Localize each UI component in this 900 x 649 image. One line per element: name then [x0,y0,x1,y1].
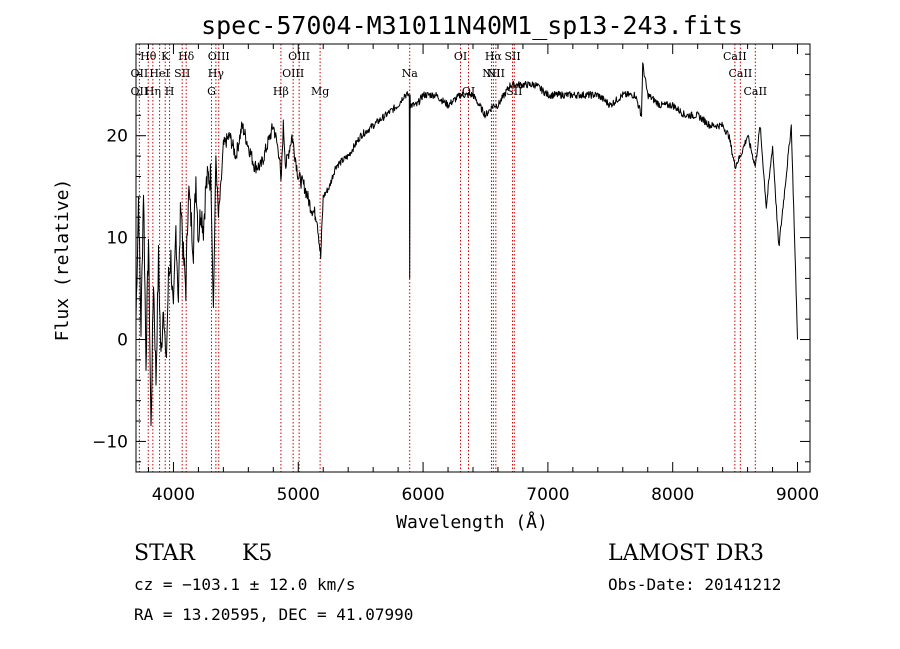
x-tick-label: 6000 [401,485,444,505]
line-label: SII [174,67,190,80]
line-label: K [161,50,170,63]
line-label: NII [482,67,500,80]
line-label: OII [131,67,149,80]
line-label: CaII [723,50,747,63]
line-label: OII [131,85,149,98]
line-label: Hγ [208,67,225,80]
line-label: OIII [288,50,310,63]
x-tick-label: 4000 [152,485,195,505]
line-label: CaII [743,85,767,98]
line-label: HeI [149,67,169,80]
y-tick-label: −10 [92,432,128,452]
plot-frame [135,43,811,473]
line-label: OIII [282,67,304,80]
object-class: STAR [134,541,196,566]
object-subclass: K5 [242,541,272,566]
y-tick-label: 20 [106,127,128,147]
x-axis-label: Wavelength (Å) [396,511,548,533]
spectrum-series [135,62,798,427]
line-label: OI [462,85,475,98]
line-label: SII [504,50,520,63]
line-label: H [165,85,175,98]
line-label: Na [402,67,419,80]
line-label: NII [487,67,505,80]
y-tick-label: 0 [117,331,128,351]
chart-title: spec-57004-M31011N40M1_sp13-243.fits [201,11,743,40]
sky-coordinates: RA = 13.20595, DEC = 41.07990 [134,605,413,624]
x-axis-ticks: 4000 5000 6000 7000 8000 9000 [147,44,819,505]
line-label: Mg [311,85,329,98]
line-label: Hη [145,85,161,98]
line-label: CaII [729,67,753,80]
y-axis-ticks: −10 0 10 20 [92,53,810,463]
emission-line-markers [138,44,756,472]
x-tick-label: 8000 [651,485,694,505]
y-axis-label: Flux (relative) [52,179,73,342]
redshift-velocity: cz = −103.1 ± 12.0 km/s [134,575,356,594]
line-label: G [207,85,216,98]
line-label: OIII [208,50,230,63]
line-label: OI [454,50,467,63]
survey-name: LAMOST DR3 [608,541,764,566]
line-label: SII [506,85,522,98]
observation-date: Obs-Date: 20141212 [608,575,781,594]
line-label: Hδ [178,50,195,63]
line-label: Hα [485,50,503,63]
y-tick-label: 10 [106,229,128,249]
x-tick-label: 7000 [526,485,569,505]
spectrum-line [135,62,798,427]
line-label: Hβ [273,85,289,98]
line-label: Hθ [140,50,157,63]
x-tick-label: 9000 [776,485,819,505]
x-tick-label: 5000 [277,485,320,505]
